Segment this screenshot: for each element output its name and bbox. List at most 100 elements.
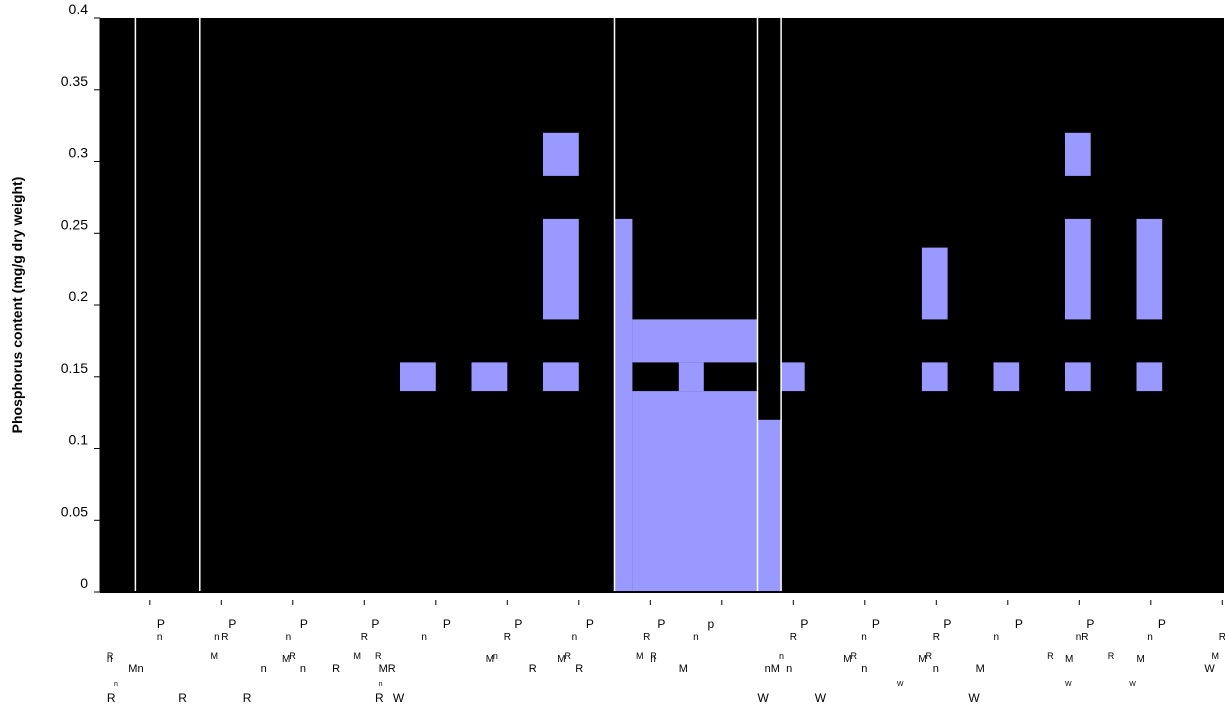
category-label-fragment: M xyxy=(557,654,565,665)
category-label-fragment: n xyxy=(421,632,427,643)
category-label-fragment: n xyxy=(286,632,292,643)
category-label-fragment: n xyxy=(693,632,699,643)
category-label-fragment: M xyxy=(282,654,290,665)
category-label-fragment: P xyxy=(872,617,880,631)
category-label-fragment: R xyxy=(933,632,940,643)
x-ticks-layer xyxy=(149,600,1223,605)
y-tick-label-0: 0 xyxy=(80,575,88,591)
category-label-fragment: n xyxy=(379,681,383,688)
category-label-fragment: n xyxy=(107,654,113,665)
category-label-fragment: W xyxy=(393,691,405,705)
category-label-fragment: R xyxy=(107,691,116,705)
bar-17 xyxy=(1136,218,1163,320)
category-label-fragment: W xyxy=(758,691,770,705)
category-label-fragment: P xyxy=(157,617,165,631)
bar-0 xyxy=(400,362,436,392)
category-label-fragment: M xyxy=(636,651,644,661)
category-label-fragment: P xyxy=(586,617,594,631)
y-axis-label: Phosphorus content (mg/g dry weight) xyxy=(9,177,25,434)
category-label-fragment: n xyxy=(786,663,792,675)
category-label-fragment: nR xyxy=(1076,632,1089,643)
category-label-fragment: n xyxy=(994,632,1000,643)
bar-15 xyxy=(1065,132,1091,176)
category-label-fragment: M xyxy=(1212,651,1220,661)
category-label-fragment: R xyxy=(375,651,382,661)
category-label-fragment: n xyxy=(157,632,163,643)
category-label-fragment: R xyxy=(289,651,296,661)
category-label-fragment: W xyxy=(968,691,980,705)
bar-8 xyxy=(678,362,704,392)
y-tick-label-7: 0.35 xyxy=(61,73,88,89)
category-label-fragment: R xyxy=(650,651,657,661)
bar-13 xyxy=(993,362,1020,392)
category-label-fragment: n xyxy=(861,632,867,643)
bar-5 xyxy=(614,218,633,592)
bar-3 xyxy=(543,132,579,176)
category-label-fragment: p xyxy=(708,617,715,631)
category-label-fragment: R xyxy=(332,663,340,675)
category-label-fragment: n xyxy=(650,654,656,665)
y-tick-label-8: 0.4 xyxy=(69,1,89,17)
category-label-fragment: n xyxy=(493,651,498,661)
category-label-fragment: M xyxy=(1065,654,1073,665)
category-label-fragment: n xyxy=(572,632,578,643)
separators-layer xyxy=(134,18,782,592)
y-ticks-layer: 0 0.05 0.1 0.15 0.2 0.25 0.3 0.35 0.4 xyxy=(61,1,100,593)
category-label-fragment: nM xyxy=(765,663,780,675)
category-label-fragment: R xyxy=(643,632,650,643)
category-label-fragment: P xyxy=(1015,617,1023,631)
category-label-fragment: R xyxy=(575,663,583,675)
category-label-fragment: R xyxy=(1219,632,1225,643)
y-tick-label-6: 0.3 xyxy=(69,145,89,161)
bar-7 xyxy=(632,319,758,363)
category-label-fragment: W xyxy=(815,691,827,705)
bar-18 xyxy=(1136,362,1163,392)
y-tick-label-1: 0.05 xyxy=(61,503,88,519)
category-label-fragment: R xyxy=(851,651,858,661)
category-label-fragment: n xyxy=(114,681,118,688)
y-tick-label-4: 0.2 xyxy=(69,288,89,304)
category-label-fragment: M xyxy=(918,654,926,665)
category-label-fragment: M xyxy=(976,663,985,675)
category-label-fragment: M xyxy=(843,654,851,665)
bar-12 xyxy=(921,362,948,392)
category-label-fragment: R xyxy=(926,651,933,661)
category-label-fragment: n xyxy=(933,663,939,675)
category-label-fragment: P xyxy=(1158,617,1166,631)
y-tick-label-5: 0.25 xyxy=(61,216,88,232)
category-label-fragment: P xyxy=(443,617,451,631)
category-label-fragment: M xyxy=(354,651,362,661)
category-label-fragment: MR xyxy=(379,663,396,675)
y-tick-label-2: 0.1 xyxy=(69,432,89,448)
category-label-fragment: W xyxy=(1204,663,1215,675)
category-label-fragment: R xyxy=(529,663,537,675)
category-label-fragment: R xyxy=(1108,651,1115,661)
category-label-fragment: W xyxy=(897,681,904,688)
category-label-fragment: W xyxy=(1065,681,1072,688)
bar-1 xyxy=(471,362,508,392)
category-label-fragment: P xyxy=(300,617,308,631)
category-label-fragment: P xyxy=(943,617,951,631)
category-label-fragment: M xyxy=(679,663,688,675)
category-label-fragment: n xyxy=(1147,632,1153,643)
category-label-fragment: P xyxy=(1086,617,1094,631)
bar-2 xyxy=(543,218,579,320)
category-label-fragment: R xyxy=(375,691,384,705)
category-label-fragment: R xyxy=(178,691,187,705)
category-label-fragment: M xyxy=(1137,654,1145,665)
y-tick-label-3: 0.15 xyxy=(61,360,88,376)
category-label-fragment: R xyxy=(361,632,368,643)
bar-10 xyxy=(781,362,805,392)
bar-16 xyxy=(1065,362,1091,392)
category-label-fragment: P xyxy=(514,617,522,631)
category-label-fragment: n xyxy=(261,663,267,675)
category-label-fragment: n xyxy=(779,651,784,661)
category-label-fragment: R xyxy=(790,632,797,643)
category-label-fragment: R xyxy=(504,632,511,643)
category-label-fragment: R xyxy=(107,651,114,661)
category-label-fragment: W xyxy=(1129,681,1136,688)
bar-11 xyxy=(921,247,948,320)
bar-4 xyxy=(543,362,579,392)
